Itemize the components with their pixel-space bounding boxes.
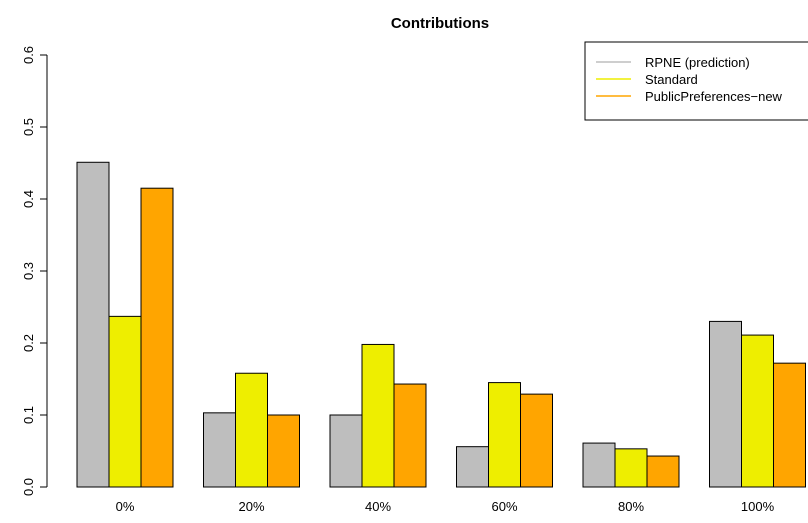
bar bbox=[140, 187, 174, 488]
y-tick-label: 0.4 bbox=[21, 190, 36, 208]
bar bbox=[329, 414, 363, 488]
y-tick-label: 0.0 bbox=[21, 478, 36, 496]
x-tick-label: 60% bbox=[491, 499, 517, 514]
x-tick-label: 80% bbox=[618, 499, 644, 514]
bar bbox=[456, 446, 489, 488]
chart-title: Contributions bbox=[391, 15, 489, 32]
bar bbox=[76, 161, 110, 488]
x-axis-labels: 0% 20% 40% 60% 80% 100% bbox=[116, 499, 775, 514]
bar bbox=[520, 393, 553, 488]
y-axis: 0.0 0.1 0.2 0.3 0.4 0.5 0.6 bbox=[21, 46, 48, 496]
bar bbox=[203, 412, 236, 488]
bars bbox=[76, 161, 806, 488]
x-tick-label: 0% bbox=[116, 499, 135, 514]
bar bbox=[488, 382, 521, 488]
legend: RPNE (prediction) Standard PublicPreferenc… bbox=[584, 41, 808, 121]
y-tick-label: 0.5 bbox=[21, 118, 36, 136]
bar bbox=[741, 334, 774, 488]
y-tick-label: 0.3 bbox=[21, 262, 36, 280]
bar bbox=[235, 372, 268, 488]
x-tick-label: 20% bbox=[238, 499, 264, 514]
legend-box bbox=[584, 41, 808, 121]
bar bbox=[709, 320, 742, 488]
bar bbox=[267, 414, 300, 488]
bar bbox=[393, 383, 427, 488]
bar bbox=[108, 315, 142, 488]
bar bbox=[773, 362, 806, 488]
y-tick-label: 0.1 bbox=[21, 406, 36, 424]
legend-label: PublicPreferences−new bbox=[645, 89, 783, 104]
bar bbox=[614, 448, 648, 488]
bar bbox=[582, 442, 616, 488]
y-tick-label: 0.6 bbox=[21, 46, 36, 64]
y-tick-label: 0.2 bbox=[21, 334, 36, 352]
bar bbox=[361, 343, 395, 488]
x-tick-label: 40% bbox=[365, 499, 391, 514]
x-tick-label: 100% bbox=[741, 499, 775, 514]
legend-label: Standard bbox=[645, 72, 698, 87]
legend-label: RPNE (prediction) bbox=[645, 55, 750, 70]
bar bbox=[646, 455, 680, 488]
